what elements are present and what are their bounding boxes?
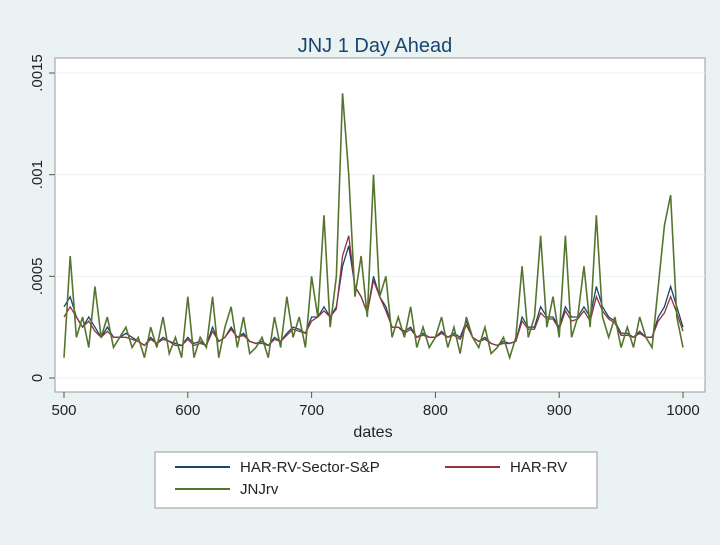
legend-label: JNJrv xyxy=(240,481,279,498)
x-tick-label: 700 xyxy=(299,402,324,419)
legend-label: HAR-RV xyxy=(510,459,567,476)
y-tick-label: 0 xyxy=(29,374,46,382)
y-tick-label: .0005 xyxy=(29,258,46,296)
x-tick-label: 600 xyxy=(175,402,200,419)
x-axis-label: dates xyxy=(353,424,392,441)
legend-label: HAR-RV-Sector-S&P xyxy=(240,459,380,476)
plot-area xyxy=(54,57,706,393)
series-line xyxy=(63,93,684,361)
y-tick-label: .001 xyxy=(29,160,46,189)
x-tick-label: 1000 xyxy=(666,402,699,419)
y-tick-label: .0015 xyxy=(29,54,46,92)
chart-title: JNJ 1 Day Ahead xyxy=(298,35,453,57)
legend xyxy=(154,451,598,509)
x-tick-label: 500 xyxy=(51,402,76,419)
x-tick-label: 800 xyxy=(423,402,448,419)
x-tick-label: 900 xyxy=(547,402,572,419)
